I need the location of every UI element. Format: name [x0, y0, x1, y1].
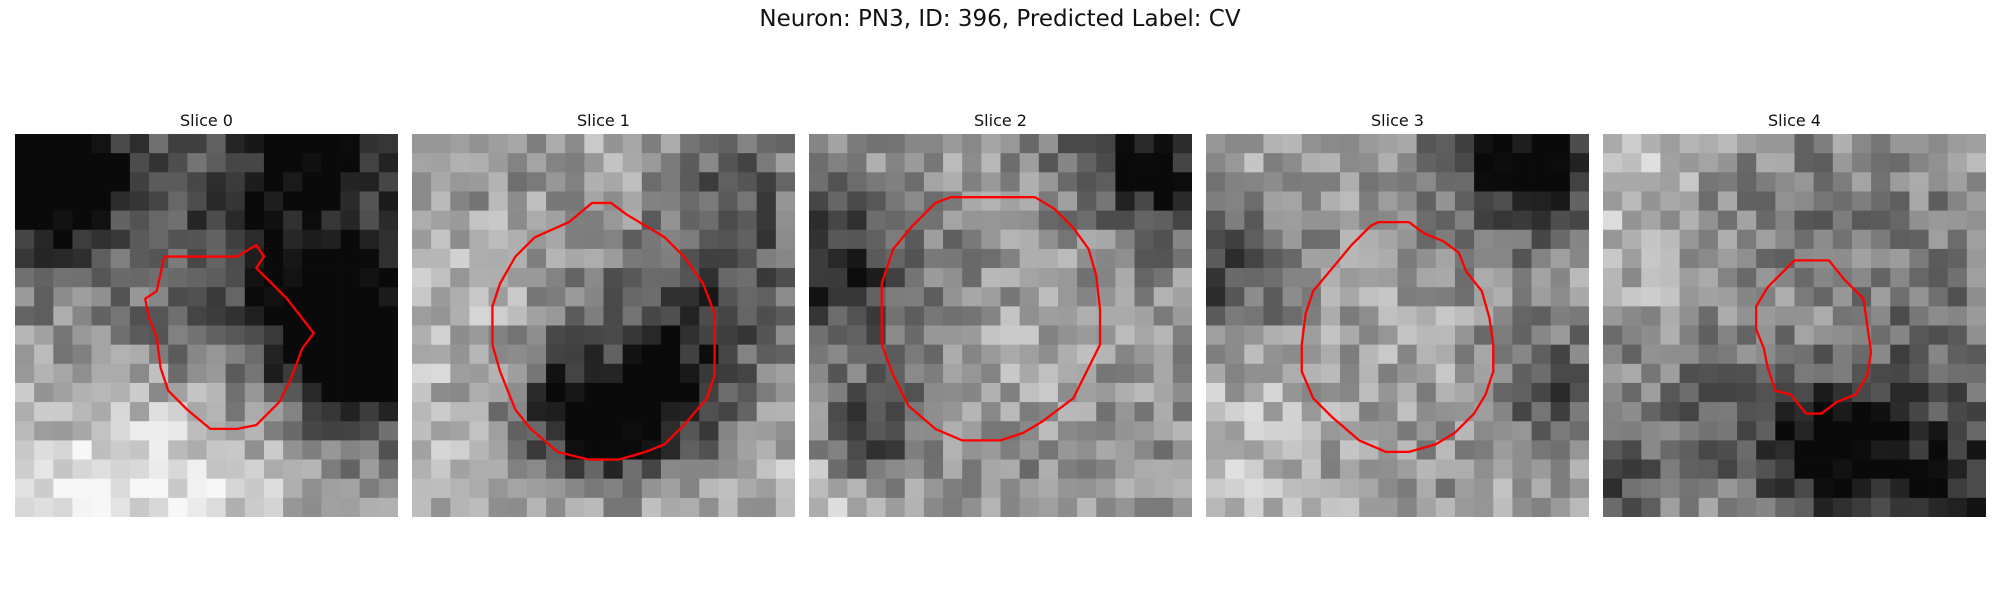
segmentation-contour: [144, 243, 315, 431]
slice-title: Slice 0: [180, 111, 233, 130]
slice-image: [809, 134, 1192, 517]
slice-image: [1603, 134, 1986, 517]
slice-panel: Slice 1: [412, 108, 795, 517]
segmentation-contour: [491, 201, 716, 461]
slice-image: [412, 134, 795, 517]
slice-image: [1206, 134, 1589, 517]
segmentation-contour: [1300, 220, 1495, 454]
slice-panel: Slice 0: [15, 108, 398, 517]
slice-title: Slice 2: [974, 111, 1027, 130]
segmentation-contour: [1755, 259, 1873, 415]
slice-panel: Slice 3: [1206, 108, 1589, 517]
slice-title: Slice 1: [577, 111, 630, 130]
segmentation-contour: [880, 196, 1102, 442]
figure-title: Neuron: PN3, ID: 396, Predicted Label: C…: [759, 6, 1241, 32]
slice-image: [15, 134, 398, 517]
slice-title: Slice 3: [1371, 111, 1424, 130]
slice-panel: Slice 2: [809, 108, 1192, 517]
slice-title: Slice 4: [1768, 111, 1821, 130]
slice-panel: Slice 4: [1603, 108, 1986, 517]
